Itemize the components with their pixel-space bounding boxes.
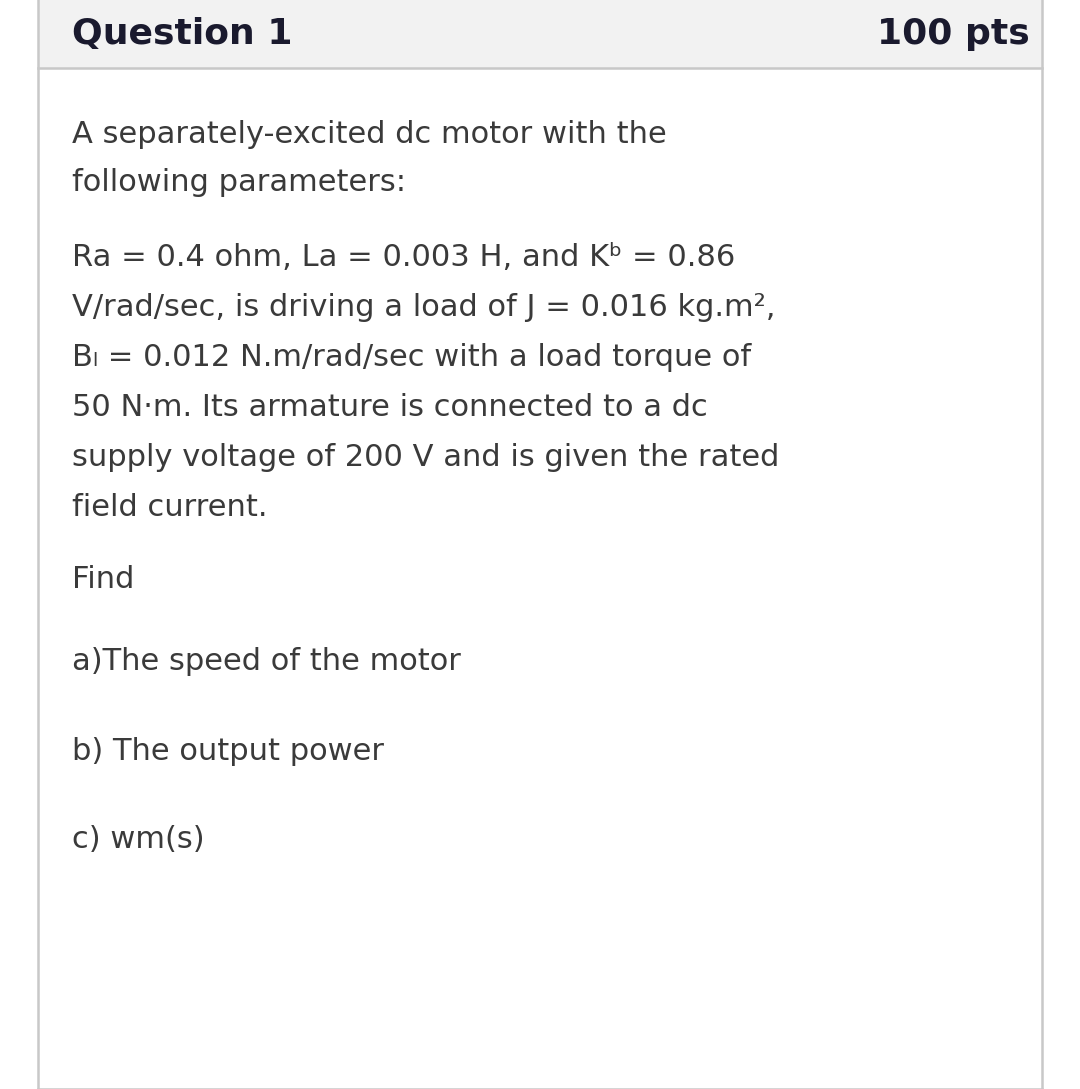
Text: Find: Find [72,564,134,594]
Text: Question 1: Question 1 [72,17,293,51]
Text: 50 N·m. Its armature is connected to a dc: 50 N·m. Its armature is connected to a d… [72,392,707,421]
Text: a)The speed of the motor: a)The speed of the motor [72,647,461,675]
Text: V/rad/sec, is driving a load of J = 0.016 kg.m²,: V/rad/sec, is driving a load of J = 0.01… [72,293,775,321]
Text: Ra = 0.4 ohm, La = 0.003 H, and Kᵇ = 0.86: Ra = 0.4 ohm, La = 0.003 H, and Kᵇ = 0.8… [72,243,735,271]
Text: following parameters:: following parameters: [72,168,406,196]
FancyBboxPatch shape [38,68,1042,1089]
FancyBboxPatch shape [38,0,1042,68]
Text: 100 pts: 100 pts [877,17,1030,51]
Text: Bₗ = 0.012 N.m/rad/sec with a load torque of: Bₗ = 0.012 N.m/rad/sec with a load torqu… [72,343,751,371]
Text: c) wm(s): c) wm(s) [72,824,204,854]
Text: b) The output power: b) The output power [72,736,384,766]
Text: field current.: field current. [72,492,268,522]
Text: supply voltage of 200 V and is given the rated: supply voltage of 200 V and is given the… [72,442,780,472]
Text: A separately-excited dc motor with the: A separately-excited dc motor with the [72,120,666,148]
